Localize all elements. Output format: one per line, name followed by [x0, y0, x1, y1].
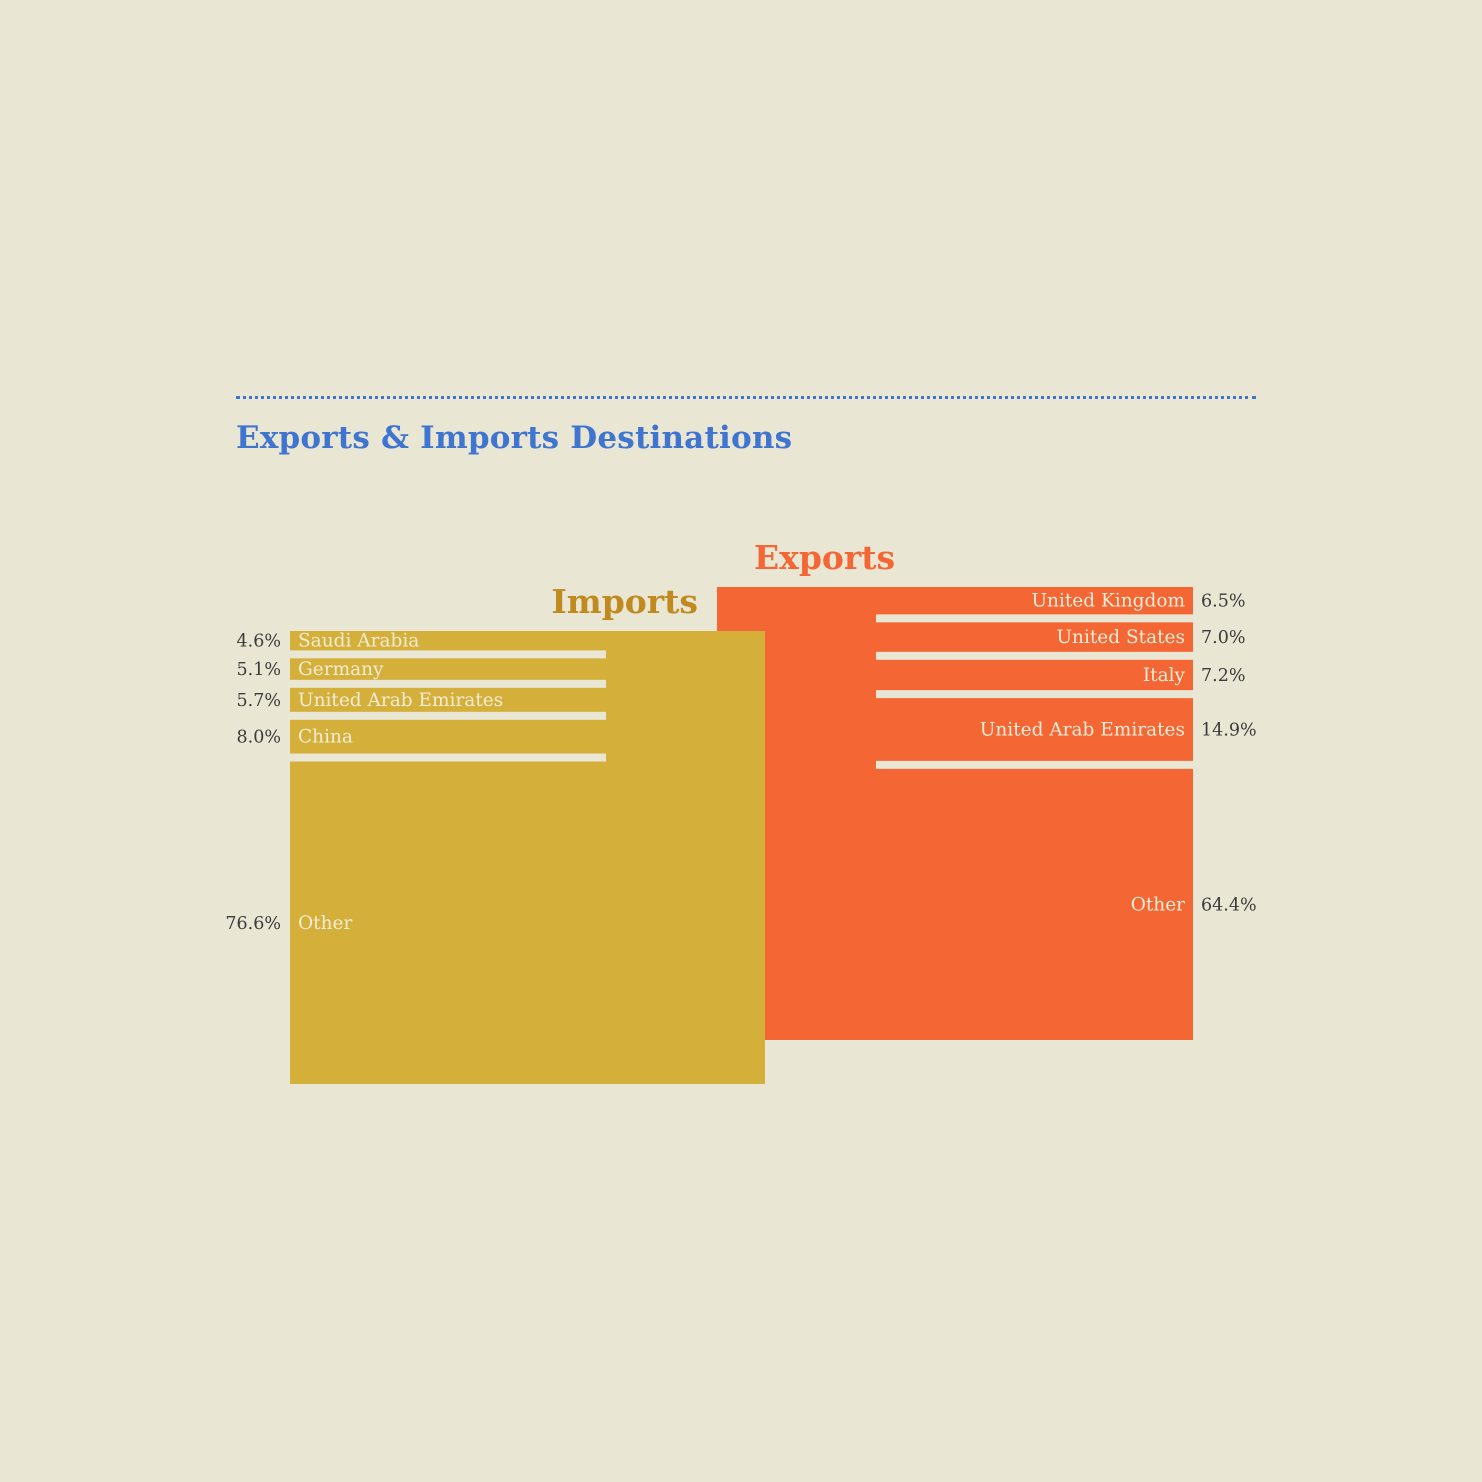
imports-other-label: Other	[298, 913, 352, 934]
imports-germany-value: 5.1%	[237, 660, 281, 680]
imports-block	[290, 631, 765, 1084]
exports-gap	[876, 614, 1193, 623]
exports-united-arab-emirates-label: United Arab Emirates	[980, 720, 1185, 741]
page-title: Exports & Imports Destinations	[236, 420, 793, 456]
exports-united-states-label: United States	[1056, 627, 1185, 648]
imports-saudi-arabia-value: 4.6%	[237, 632, 281, 652]
imports-united-arab-emirates-label: United Arab Emirates	[298, 690, 503, 711]
exports-united-states-value: 7.0%	[1201, 628, 1245, 648]
imports-saudi-arabia-label: Saudi Arabia	[298, 631, 419, 652]
exports-united-kingdom-value: 6.5%	[1201, 592, 1245, 612]
exports-gap	[876, 760, 1193, 769]
exports-other-value: 64.4%	[1201, 895, 1257, 915]
exports-gap	[876, 690, 1193, 699]
exports-other-label: Other	[1131, 894, 1185, 915]
imports-china-label: China	[298, 727, 353, 748]
imports-united-arab-emirates-value: 5.7%	[237, 691, 281, 711]
exports-gap	[876, 651, 1193, 660]
exports-italy-value: 7.2%	[1201, 666, 1245, 686]
imports-gap	[290, 679, 606, 688]
imports-china-value: 8.0%	[237, 728, 281, 748]
exports-united-kingdom-label: United Kingdom	[1031, 591, 1185, 612]
exports-title: Exports	[754, 538, 895, 577]
exports-united-arab-emirates-value: 14.9%	[1201, 721, 1257, 741]
imports-germany-label: Germany	[298, 659, 384, 680]
exports-block	[717, 587, 1193, 1040]
imports-title: Imports	[551, 582, 698, 621]
imports-other-value: 76.6%	[225, 914, 281, 934]
imports-gap	[290, 753, 606, 762]
imports-gap	[290, 650, 606, 659]
exports-italy-label: Italy	[1143, 665, 1186, 686]
title-divider	[236, 396, 1256, 399]
imports-gap	[290, 711, 606, 720]
